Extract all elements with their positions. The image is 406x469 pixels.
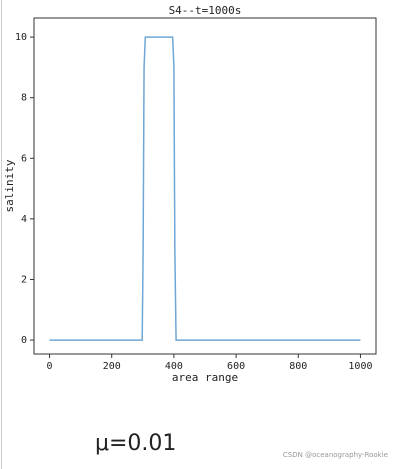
x-tick-label: 400	[165, 361, 183, 372]
y-axis-label: salinity	[3, 159, 16, 212]
x-tick-label: 600	[227, 361, 245, 372]
y-tick-label: 0	[21, 335, 27, 346]
y-tick-label: 6	[21, 153, 27, 164]
chart-title: S4--t=1000s	[169, 4, 242, 17]
x-tick-label: 800	[289, 361, 307, 372]
x-tick-label: 200	[103, 361, 121, 372]
y-tick-label: 8	[21, 93, 27, 104]
y-tick-label: 2	[21, 274, 27, 285]
caption: μ=0.01	[95, 431, 176, 456]
x-axis-label: area range	[172, 371, 238, 384]
plot-frame	[33, 17, 377, 355]
data-line	[49, 36, 361, 341]
y-tick-label: 4	[21, 214, 27, 225]
x-tick-label: 0	[47, 361, 53, 372]
x-tick-label: 1000	[348, 361, 372, 372]
y-tick-label: 10	[15, 32, 27, 43]
watermark: CSDN @oceanography-Rookie	[283, 451, 388, 459]
